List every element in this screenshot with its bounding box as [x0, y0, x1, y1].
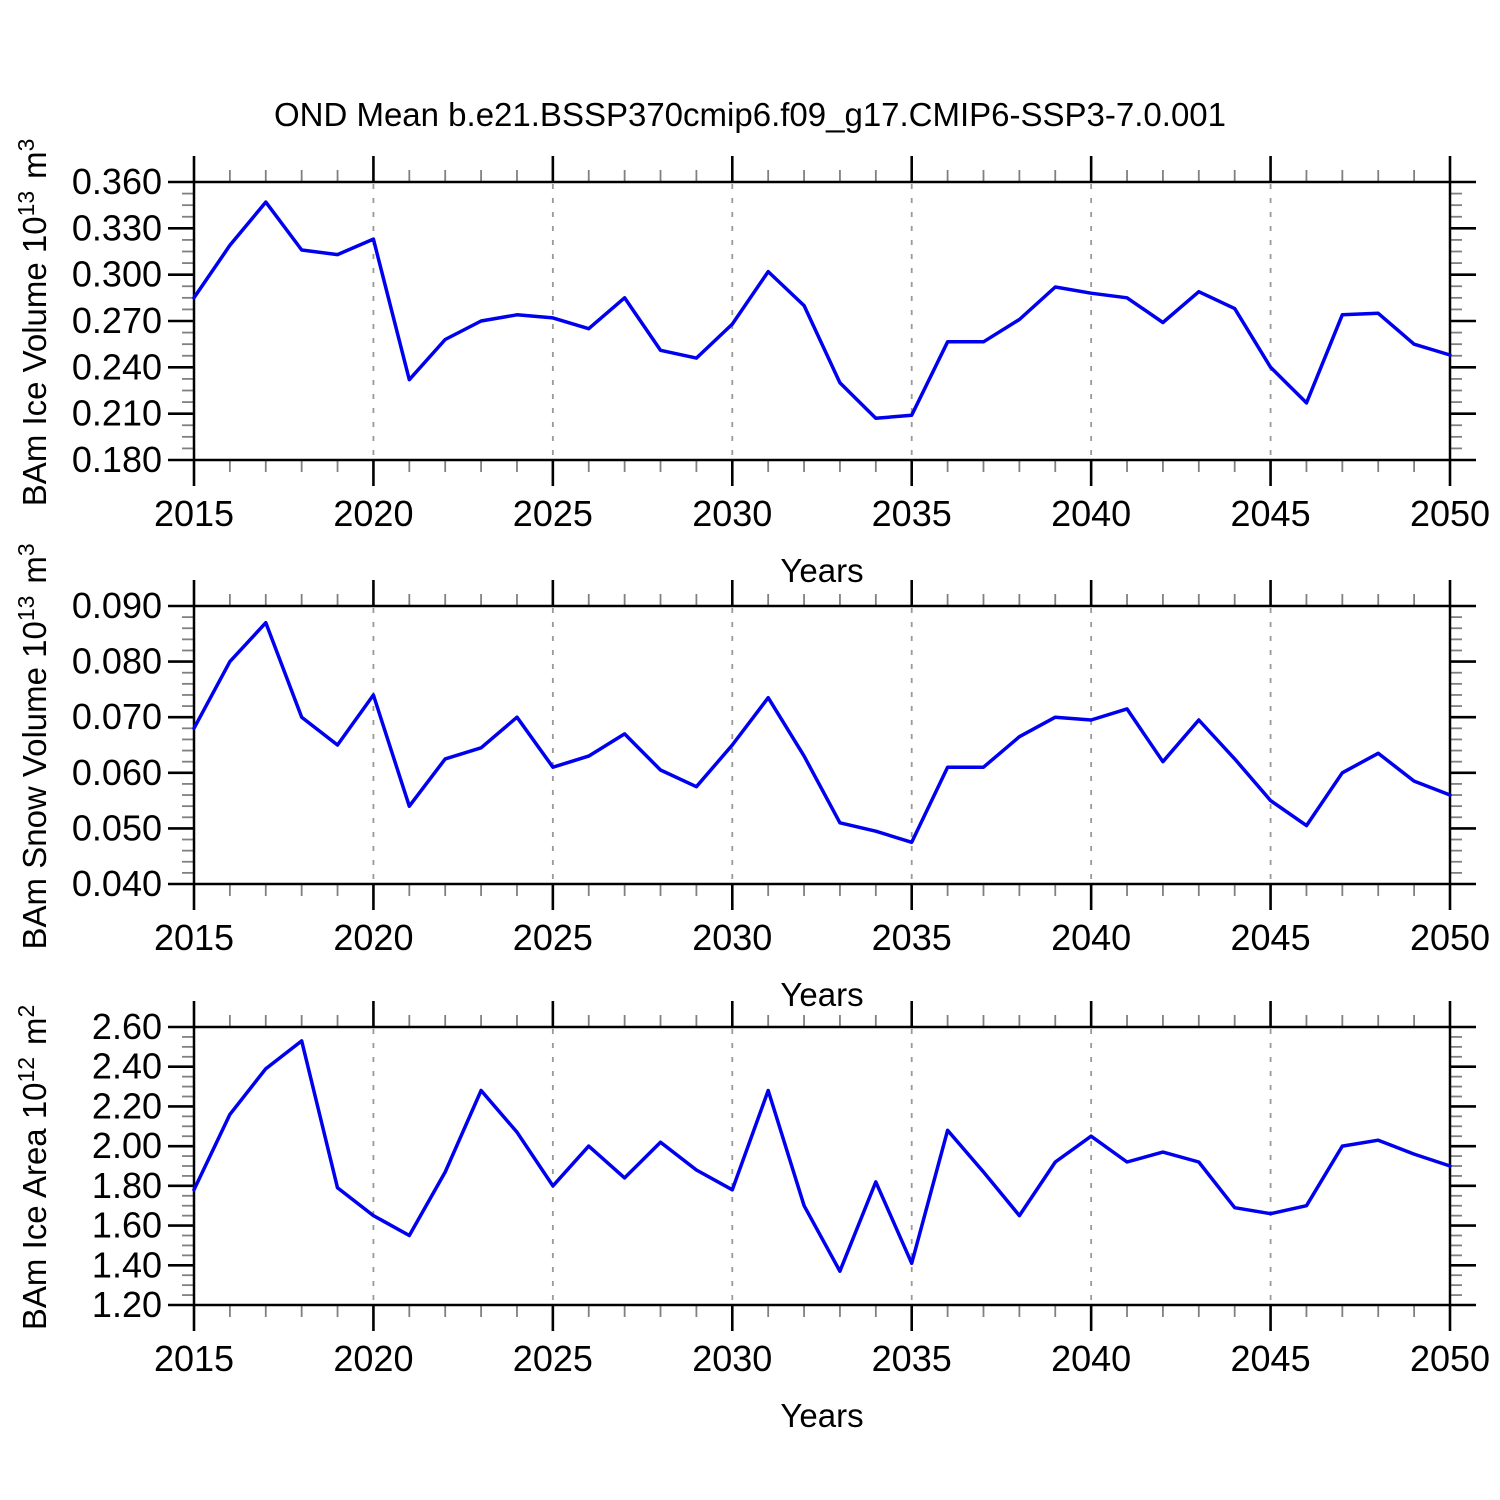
x-tick-label: 2050 [1410, 493, 1490, 534]
y-tick-label: 0.070 [72, 696, 162, 737]
y-tick-label: 1.40 [92, 1244, 162, 1285]
x-tick-label: 2025 [513, 917, 593, 958]
x-tick-label: 2040 [1051, 493, 1131, 534]
plot-frame [192, 604, 1452, 886]
y-tick-label: 0.040 [72, 863, 162, 904]
y-axis-title: BAm Ice Volume 1013 m3 [13, 136, 53, 506]
x-tick-label: 2045 [1231, 917, 1311, 958]
x-tick-label: 2050 [1410, 917, 1490, 958]
y-tick-label: 0.050 [72, 807, 162, 848]
panel-ice-volume: 0.180 0.210 0.240 0.270 0.300 0.330 0.360 2015 2… [13, 136, 1490, 589]
plot-frame [192, 180, 1452, 462]
y-tick-label: 0.080 [72, 641, 162, 682]
x-tick-label: 2035 [872, 1338, 952, 1379]
y-tick-label: 0.210 [72, 393, 162, 434]
x-tick-label: 2045 [1231, 1338, 1311, 1379]
y-tick-label: 0.240 [72, 346, 162, 387]
data-line-snow-volume [192, 620, 1452, 845]
x-tick-label: 2025 [513, 493, 593, 534]
y-tick-label: 0.270 [72, 300, 162, 341]
x-tick-label: 2030 [692, 917, 772, 958]
y-tick-label: 1.20 [92, 1284, 162, 1325]
y-tick-label: 0.330 [72, 207, 162, 248]
data-line-ice-area [192, 1039, 1452, 1273]
y-tick-label: 2.40 [92, 1046, 162, 1087]
x-tick-label: 2040 [1051, 917, 1131, 958]
y-axis-title: BAm Ice Area 1012 m2 [13, 1002, 53, 1330]
y-tick-label: 2.20 [92, 1085, 162, 1126]
x-axis-title: Years [780, 552, 863, 589]
x-tick-label: 2020 [333, 1338, 413, 1379]
x-tick-label: 2015 [154, 493, 234, 534]
chart-title: OND Mean b.e21.BSSP370cmip6.f09_g17.CMIP… [273, 96, 1227, 133]
data-line-ice-volume [192, 200, 1452, 421]
y-tick-label: 0.180 [72, 439, 162, 480]
x-tick-label: 2015 [154, 917, 234, 958]
y-tick-label: 1.80 [92, 1165, 162, 1206]
x-tick-label: 2035 [872, 493, 952, 534]
y-tick-label: 0.060 [72, 752, 162, 793]
x-tick-label: 2020 [333, 493, 413, 534]
x-tick-label: 2030 [692, 493, 772, 534]
x-tick-label: 2015 [154, 1338, 234, 1379]
x-tick-label: 2020 [333, 917, 413, 958]
x-tick-label: 2025 [513, 1338, 593, 1379]
plot-frame [192, 1025, 1452, 1307]
y-tick-label: 0.090 [72, 585, 162, 626]
y-tick-label: 0.300 [72, 254, 162, 295]
y-tick-label: 2.00 [92, 1125, 162, 1166]
x-tick-label: 2030 [692, 1338, 772, 1379]
x-axis-title: Years [780, 976, 863, 1013]
panel-ice-area: 1.201.401.601.802.002.202.402.60 2015 2020… [13, 1001, 1490, 1434]
x-axis-title: Years [780, 1397, 863, 1434]
y-tick-label: 0.360 [72, 161, 162, 202]
y-tick-label: 1.60 [92, 1205, 162, 1246]
y-axis-title: BAm Snow Volume 1013 m3 [13, 541, 53, 950]
y-tick-label: 2.60 [92, 1006, 162, 1047]
x-tick-label: 2045 [1231, 493, 1311, 534]
x-tick-label: 2040 [1051, 1338, 1131, 1379]
x-tick-label: 2035 [872, 917, 952, 958]
panel-snow-volume: 0.040 0.050 0.060 0.070 0.080 0.090 2015 2020 20… [13, 541, 1490, 1013]
x-tick-label: 2050 [1410, 1338, 1490, 1379]
